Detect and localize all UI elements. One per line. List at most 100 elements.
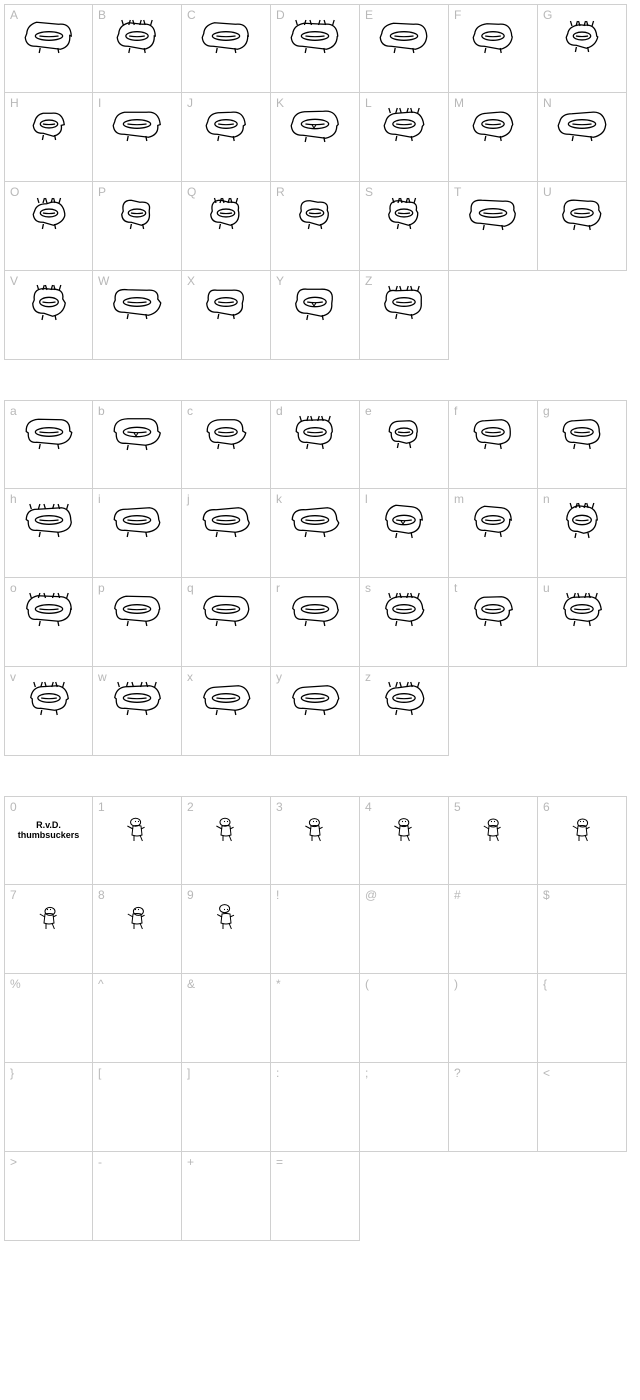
chart-section-symbols: 0R.v.D.thumbsuckers1 2 3 4 5 [4, 796, 636, 1241]
glyph-cell: 5 [449, 796, 538, 885]
glyph-blob-ld [271, 415, 359, 455]
glyph-empty [271, 1166, 359, 1206]
glyph-cell: m [449, 489, 538, 578]
glyph-cell: d [271, 400, 360, 489]
glyph-blob-lu [538, 592, 626, 632]
glyph-text: R.v.D.thumbsuckers [5, 811, 92, 851]
glyph-blob-lj [182, 503, 270, 543]
glyph-empty [538, 1077, 626, 1117]
glyph-cell: e [360, 400, 449, 489]
glyph-cell: h [4, 489, 93, 578]
glyph-blob-g [538, 19, 626, 59]
glyph-empty [449, 899, 537, 939]
glyph-blob-h [5, 107, 92, 147]
glyph-cell: $ [538, 885, 627, 974]
glyph-blob-ls [360, 592, 448, 632]
glyph-empty [360, 899, 448, 939]
glyph-cell: B [93, 4, 182, 93]
glyph-cell: Z [360, 271, 449, 360]
glyph-blob-lb [93, 415, 181, 455]
glyph-cell: l [360, 489, 449, 578]
glyph-empty [271, 988, 359, 1028]
glyph-blob-le [360, 415, 448, 455]
glyph-cell: w [93, 667, 182, 756]
glyph-cell: t [449, 578, 538, 667]
glyph-blob-x [182, 285, 270, 325]
glyph-cell: [ [93, 1063, 182, 1152]
glyph-cell: k [271, 489, 360, 578]
glyph-cell: 4 [360, 796, 449, 885]
glyph-cell: T [449, 182, 538, 271]
glyph-empty [449, 988, 537, 1028]
glyph-cell: F [449, 4, 538, 93]
glyph-cell: v [4, 667, 93, 756]
glyph-blob-k [271, 107, 359, 147]
glyph-cell: L [360, 93, 449, 182]
glyph-figure-9 [182, 899, 270, 939]
glyph-cell: ) [449, 974, 538, 1063]
glyph-cell: E [360, 4, 449, 93]
glyph-cell: } [4, 1063, 93, 1152]
glyph-cell: 2 [182, 796, 271, 885]
glyph-cell: @ [360, 885, 449, 974]
glyph-cell: g [538, 400, 627, 489]
glyph-cell: 9 [182, 885, 271, 974]
glyph-blob-n [538, 107, 626, 147]
glyph-cell: z [360, 667, 449, 756]
glyph-cell: C [182, 4, 271, 93]
glyph-cell: a [4, 400, 93, 489]
glyph-blob-q [182, 196, 270, 236]
glyph-text: R.v.D.thumbsuckers [18, 821, 80, 841]
glyph-figure-1 [93, 811, 181, 851]
glyph-figure-3 [271, 811, 359, 851]
glyph-cell: U [538, 182, 627, 271]
glyph-blob-u [538, 196, 626, 236]
glyph-cell: q [182, 578, 271, 667]
glyph-blob-lx [182, 681, 270, 721]
glyph-cell: # [449, 885, 538, 974]
glyph-cell: u [538, 578, 627, 667]
glyph-cell: f [449, 400, 538, 489]
glyph-cell: M [449, 93, 538, 182]
glyph-blob-lt [449, 592, 537, 632]
glyph-empty [271, 1077, 359, 1117]
glyph-empty [5, 988, 92, 1028]
glyph-figure-8 [93, 899, 181, 939]
glyph-blob-ln [538, 503, 626, 543]
glyph-cell: ; [360, 1063, 449, 1152]
glyph-blob-d [271, 19, 359, 59]
glyph-cell: 3 [271, 796, 360, 885]
glyph-blob-ly [271, 681, 359, 721]
glyph-cell: r [271, 578, 360, 667]
glyph-cell: P [93, 182, 182, 271]
glyph-cell: I [93, 93, 182, 182]
glyph-cell: > [4, 1152, 93, 1241]
glyph-blob-c [182, 19, 270, 59]
glyph-blob-j [182, 107, 270, 147]
glyph-blob-lz [360, 681, 448, 721]
glyph-figure-7 [5, 899, 92, 939]
glyph-cell: J [182, 93, 271, 182]
glyph-cell: b [93, 400, 182, 489]
glyph-cell: 8 [93, 885, 182, 974]
glyph-blob-lw [93, 681, 181, 721]
glyph-blob-p [93, 196, 181, 236]
glyph-blob-t [449, 196, 537, 236]
glyph-cell: X [182, 271, 271, 360]
glyph-cell: ! [271, 885, 360, 974]
glyph-blob-lg [538, 415, 626, 455]
glyph-cell: G [538, 4, 627, 93]
glyph-empty [5, 1077, 92, 1117]
glyph-blob-b [93, 19, 181, 59]
glyph-empty [360, 988, 448, 1028]
glyph-figure-5 [449, 811, 537, 851]
glyph-blob-lr [271, 592, 359, 632]
glyph-cell: y [271, 667, 360, 756]
glyph-cell: j [182, 489, 271, 578]
glyph-cell: Y [271, 271, 360, 360]
glyph-cell: = [271, 1152, 360, 1241]
glyph-blob-w [93, 285, 181, 325]
glyph-cell: % [4, 974, 93, 1063]
glyph-blob-v [5, 285, 92, 325]
glyph-cell: 1 [93, 796, 182, 885]
